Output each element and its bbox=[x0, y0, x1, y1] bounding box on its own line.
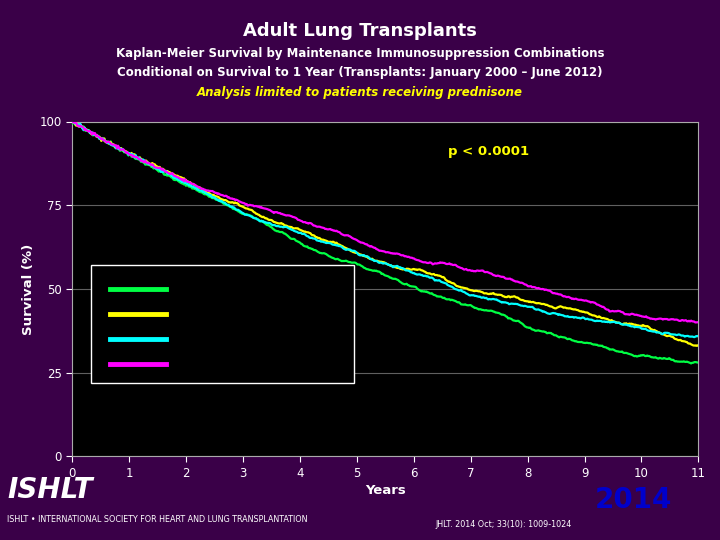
X-axis label: Years: Years bbox=[365, 484, 405, 497]
Text: 2014: 2014 bbox=[595, 486, 672, 514]
Y-axis label: Survival (%): Survival (%) bbox=[22, 244, 35, 334]
Text: Adult Lung Transplants: Adult Lung Transplants bbox=[243, 22, 477, 39]
Text: Conditional on Survival to 1 Year (Transplants: January 2000 – June 2012): Conditional on Survival to 1 Year (Trans… bbox=[117, 66, 603, 79]
Text: Analysis limited to patients receiving prednisone: Analysis limited to patients receiving p… bbox=[197, 86, 523, 99]
Text: Kaplan-Meier Survival by Maintenance Immunosuppression Combinations: Kaplan-Meier Survival by Maintenance Imm… bbox=[116, 47, 604, 60]
Text: ISHLT • INTERNATIONAL SOCIETY FOR HEART AND LUNG TRANSPLANTATION: ISHLT • INTERNATIONAL SOCIETY FOR HEART … bbox=[7, 515, 307, 524]
Text: p < 0.0001: p < 0.0001 bbox=[448, 145, 529, 158]
Bar bbox=[91, 266, 354, 383]
Text: ISHLT: ISHLT bbox=[7, 476, 93, 504]
Text: JHLT. 2014 Oct; 33(10): 1009-1024: JHLT. 2014 Oct; 33(10): 1009-1024 bbox=[436, 520, 572, 529]
